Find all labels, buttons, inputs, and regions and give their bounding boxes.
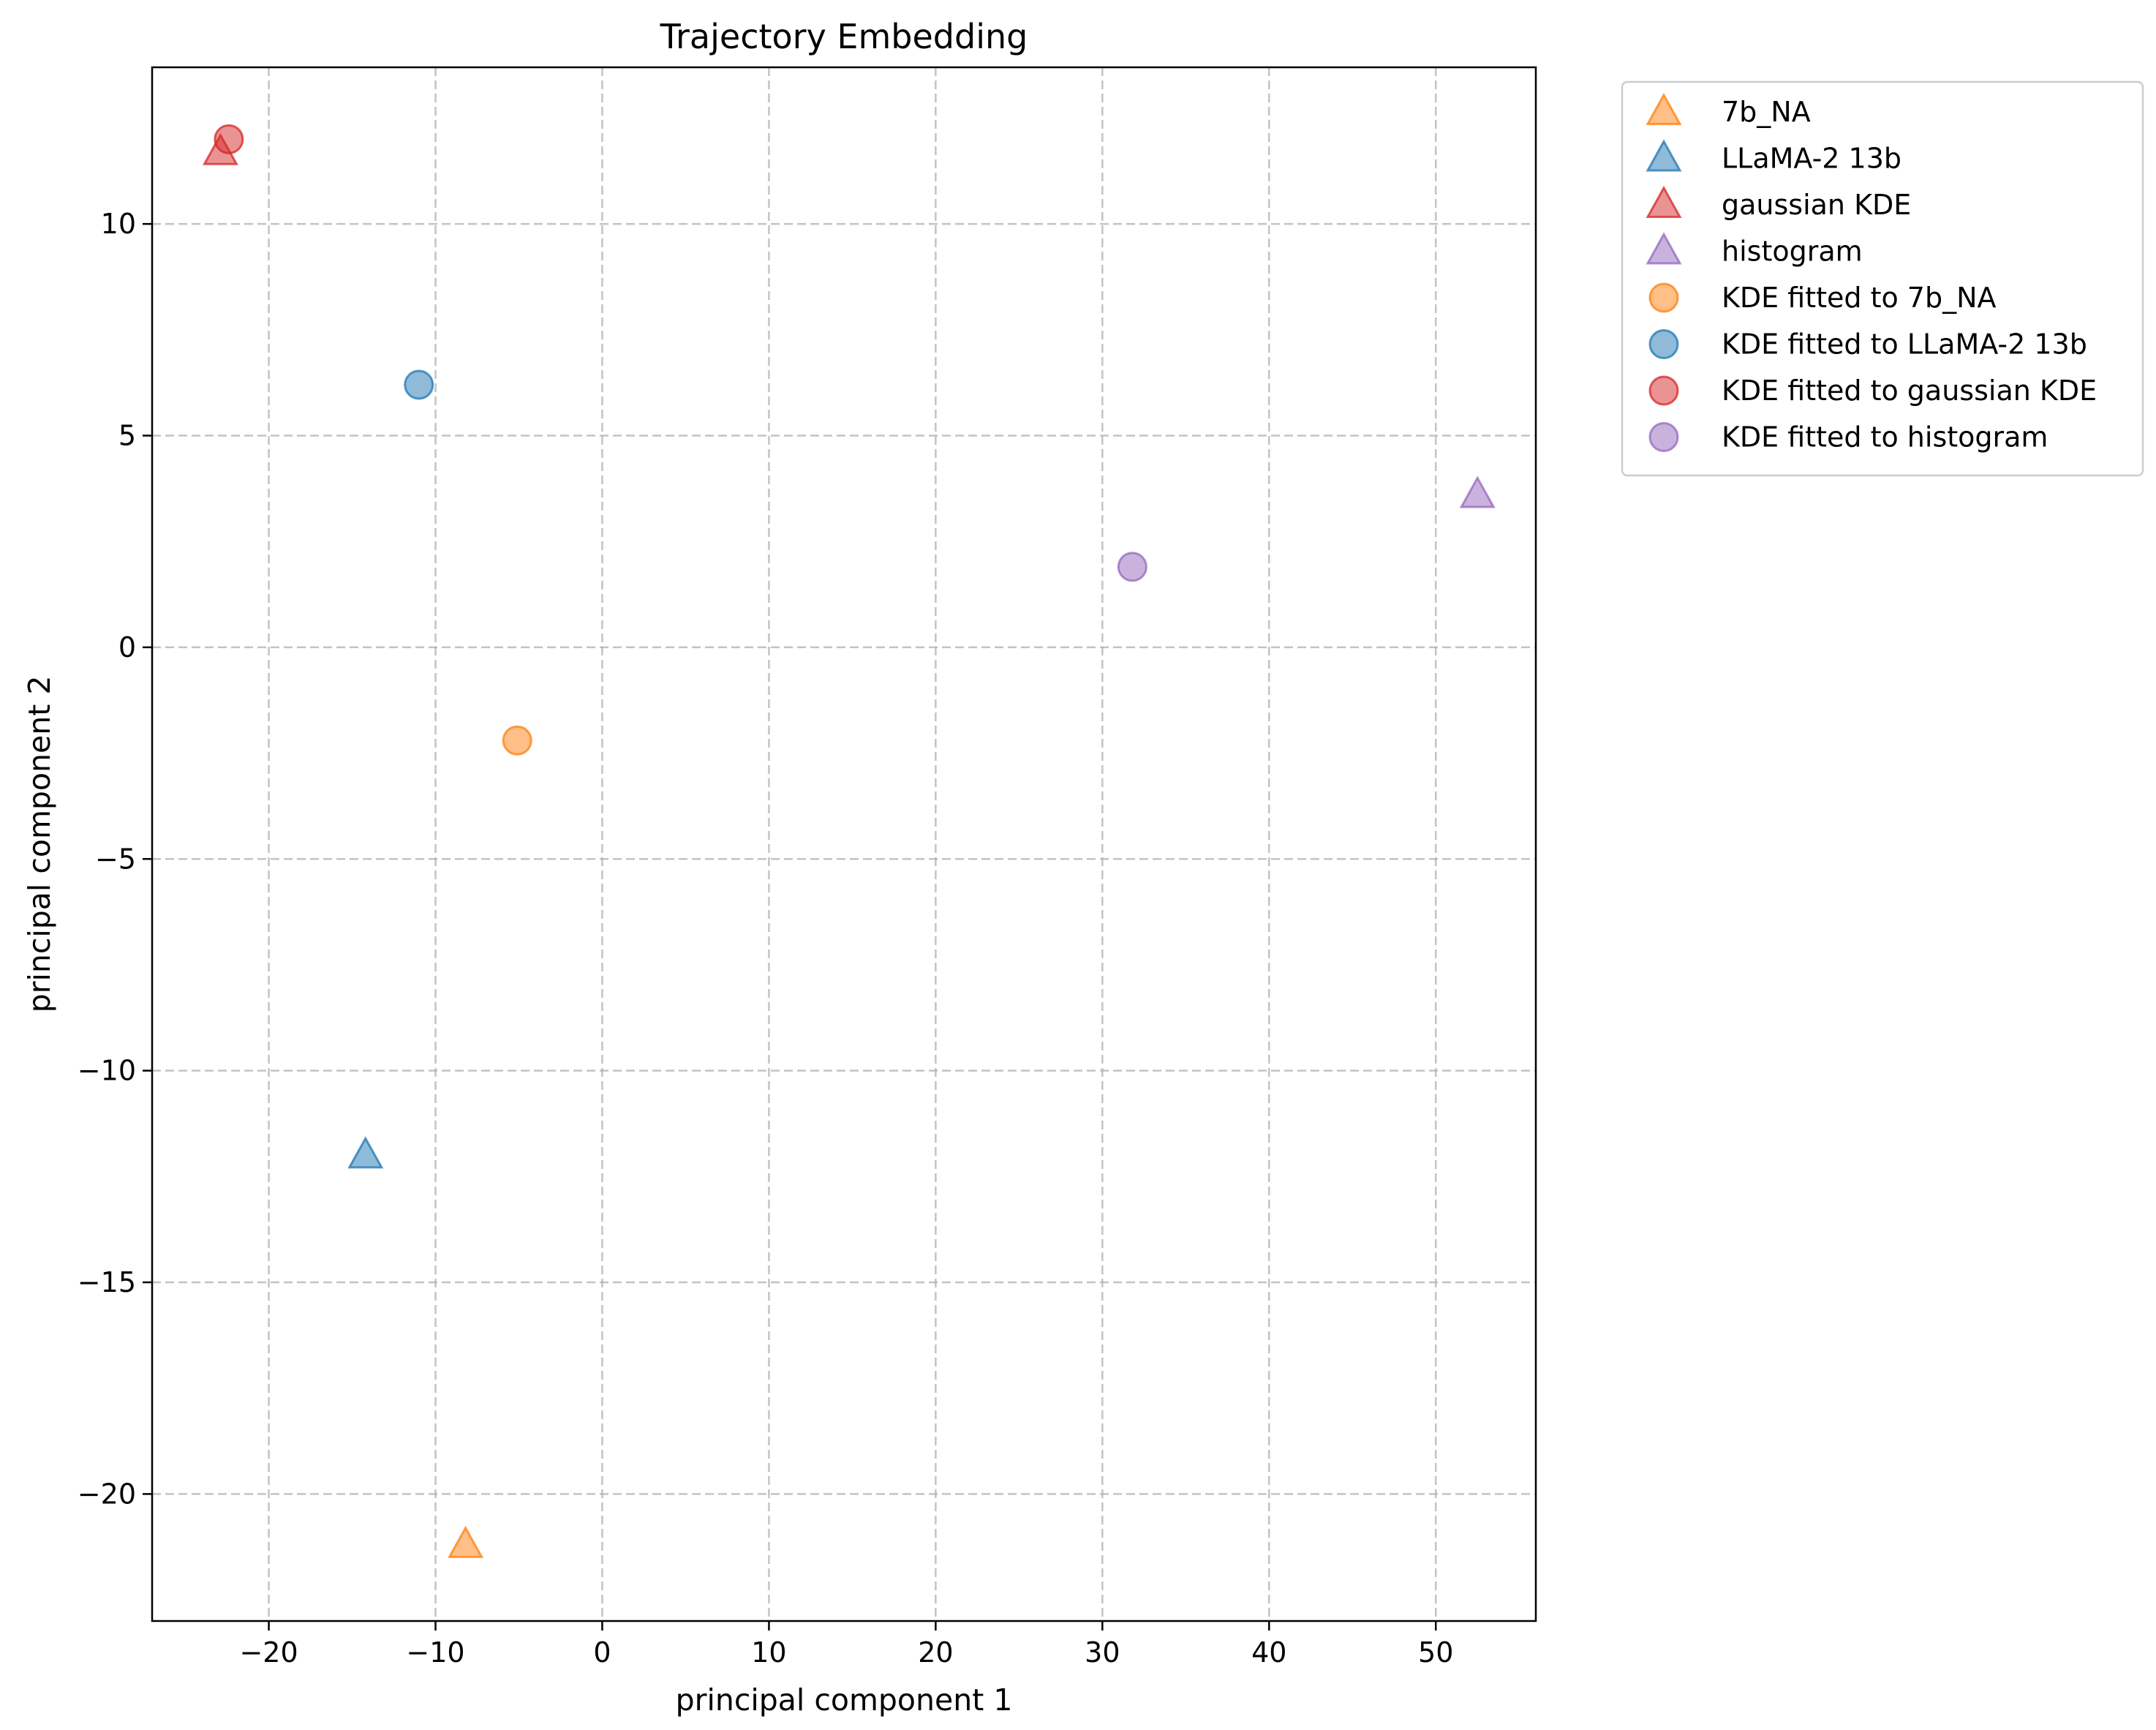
data-points xyxy=(202,124,1496,1558)
legend-marker xyxy=(1646,185,1682,218)
x-tick-label: −10 xyxy=(406,1636,464,1669)
y-tick-label: 10 xyxy=(101,208,136,240)
legend-label: histogram xyxy=(1722,236,1863,268)
legend-marker xyxy=(1648,422,1679,452)
y-tick-label: 0 xyxy=(118,631,136,663)
x-tick-label: 10 xyxy=(751,1636,786,1669)
x-tick-label: 20 xyxy=(918,1636,953,1669)
circle-point xyxy=(1117,552,1147,582)
legend-label: KDE fitted to 7b_NA xyxy=(1722,282,1997,314)
y-tick-label: −20 xyxy=(78,1478,136,1510)
legend-marker xyxy=(1648,329,1679,359)
x-tick-label: 0 xyxy=(593,1636,611,1669)
y-tick-label: −10 xyxy=(78,1055,136,1087)
legend-label: gaussian KDE xyxy=(1722,189,1911,221)
legend-label: KDE fitted to gaussian KDE xyxy=(1722,375,2097,407)
x-axis-label: principal component 1 xyxy=(676,1682,1013,1718)
y-axis-label: principal component 2 xyxy=(22,676,57,1013)
legend-items: 7b_NA LLaMA-2 13b gaussian KDE histogram KDE… xyxy=(1646,92,2097,454)
legend-marker xyxy=(1648,375,1679,406)
legend-label: KDE fitted to LLaMA-2 13b xyxy=(1722,328,2087,361)
legend-label: 7b_NA xyxy=(1722,96,1811,128)
legend-marker xyxy=(1646,92,1682,125)
plot-frame xyxy=(151,66,1537,1622)
x-tick-label: 30 xyxy=(1085,1636,1120,1669)
axis-ticks: −20 −10 0 10 20 30 40 50 −20 −15 −10 −5 0 5 10 xyxy=(78,208,1454,1669)
y-tick-label: −5 xyxy=(95,843,136,875)
y-tick-label: −15 xyxy=(78,1266,136,1298)
x-tick-label: 50 xyxy=(1418,1636,1453,1669)
grid-lines xyxy=(152,67,1536,1621)
circle-point xyxy=(404,369,434,400)
legend-box xyxy=(1621,80,2144,477)
chart-title: Trajectory Embedding xyxy=(660,17,1028,56)
legend: 7b_NA LLaMA-2 13b gaussian KDE histogram KDE… xyxy=(1621,80,2144,477)
legend-marker xyxy=(1646,139,1682,172)
legend-marker xyxy=(1646,232,1682,265)
y-tick-label: 5 xyxy=(118,420,136,452)
x-tick-label: −20 xyxy=(239,1636,298,1669)
legend-label: LLaMA-2 13b xyxy=(1722,143,1901,175)
x-tick-label: 40 xyxy=(1251,1636,1286,1669)
triangle-point xyxy=(448,1525,484,1558)
circle-point xyxy=(502,725,532,756)
triangle-point xyxy=(1459,475,1496,508)
triangle-point xyxy=(347,1136,384,1169)
legend-marker xyxy=(1648,282,1679,313)
circle-point xyxy=(214,124,244,154)
legend-label: KDE fitted to histogram xyxy=(1722,421,2048,454)
